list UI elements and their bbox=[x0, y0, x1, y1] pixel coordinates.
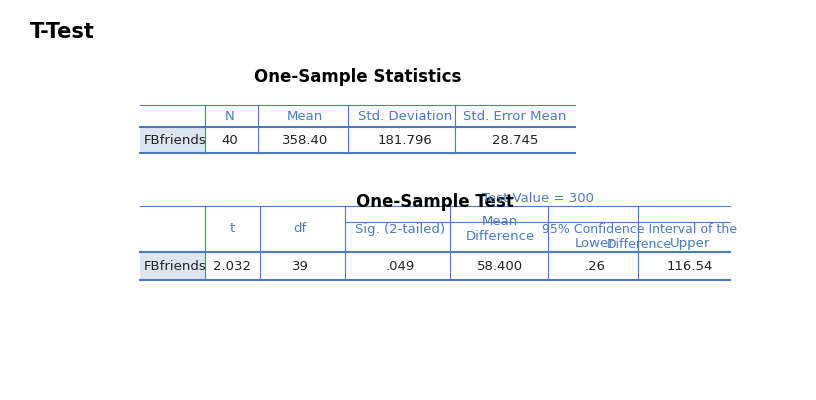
Text: .049: .049 bbox=[385, 260, 415, 272]
Text: t: t bbox=[229, 222, 235, 236]
FancyBboxPatch shape bbox=[140, 127, 205, 153]
Text: 95% Confidence Interval of the
Difference: 95% Confidence Interval of the Differenc… bbox=[542, 223, 737, 251]
Text: 2.032: 2.032 bbox=[213, 260, 251, 272]
Text: Lower: Lower bbox=[575, 237, 615, 250]
Text: Test Value = 300: Test Value = 300 bbox=[481, 192, 593, 205]
Text: N: N bbox=[225, 110, 235, 122]
Text: 116.54: 116.54 bbox=[667, 260, 713, 272]
Text: Std. Deviation: Std. Deviation bbox=[358, 110, 452, 122]
Text: Upper: Upper bbox=[670, 237, 710, 250]
Text: One-Sample Statistics: One-Sample Statistics bbox=[254, 68, 461, 86]
Text: 39: 39 bbox=[291, 260, 308, 272]
Text: Mean: Mean bbox=[287, 110, 323, 122]
Text: Std. Error Mean: Std. Error Mean bbox=[463, 110, 566, 122]
Text: T-Test: T-Test bbox=[30, 22, 95, 42]
Text: Mean
Difference: Mean Difference bbox=[465, 215, 534, 243]
Text: Sig. (2-tailed): Sig. (2-tailed) bbox=[355, 222, 445, 236]
Text: FBfriends: FBfriends bbox=[144, 134, 206, 146]
Text: .26: .26 bbox=[584, 260, 605, 272]
Text: 40: 40 bbox=[222, 134, 238, 146]
Text: 58.400: 58.400 bbox=[477, 260, 523, 272]
Text: 28.745: 28.745 bbox=[492, 134, 539, 146]
Text: 181.796: 181.796 bbox=[378, 134, 432, 146]
FancyBboxPatch shape bbox=[140, 252, 205, 280]
Text: One-Sample Test: One-Sample Test bbox=[356, 193, 514, 211]
Text: FBfriends: FBfriends bbox=[144, 260, 206, 272]
Text: df: df bbox=[294, 222, 307, 236]
Text: 358.40: 358.40 bbox=[282, 134, 328, 146]
